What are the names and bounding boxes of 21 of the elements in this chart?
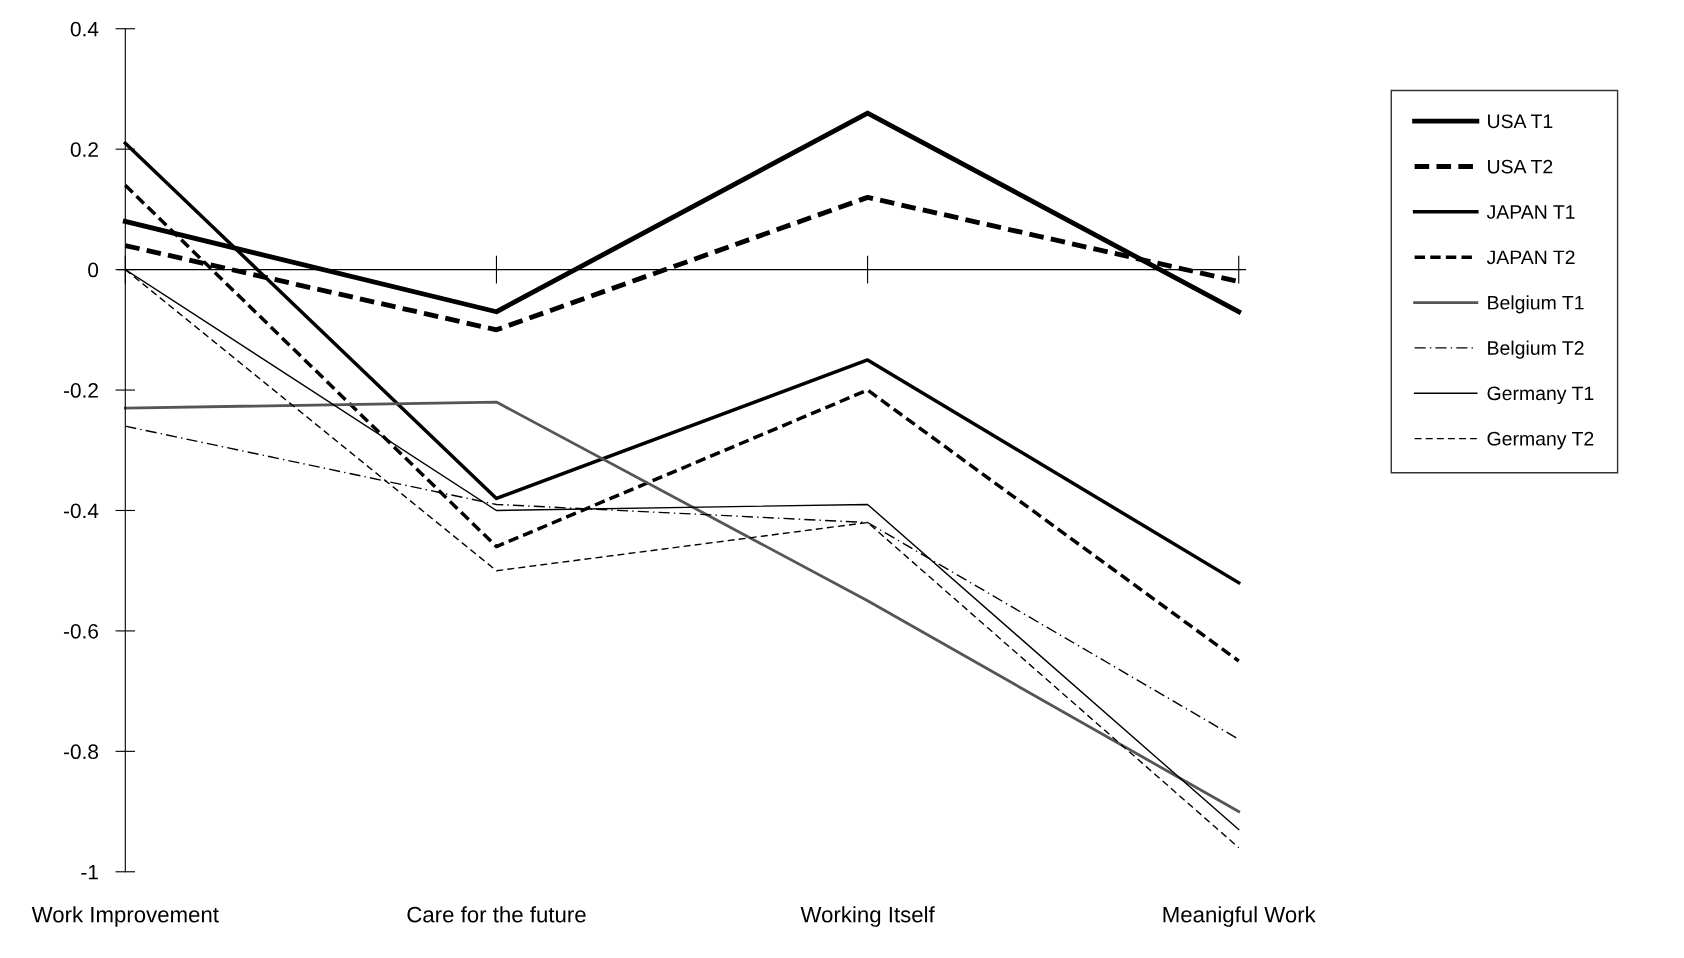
- y-tick-label: -0.4: [63, 503, 99, 519]
- legend-label: JAPAN T2: [1486, 250, 1575, 265]
- y-tick-label: -0.6: [63, 623, 98, 639]
- legend-label: JAPAN T1: [1486, 205, 1575, 219]
- y-tick-label: 0.4: [70, 21, 99, 37]
- x-tick-label: Working Itself: [800, 906, 935, 927]
- legend-label: Germany T1: [1487, 386, 1594, 405]
- legend-label: Germany T2: [1487, 431, 1594, 450]
- line-series: [123, 400, 1241, 813]
- legend-label: Belgium T1: [1488, 295, 1584, 314]
- x-tick-label: Care for the future: [407, 906, 586, 923]
- x-tick-label: Work Improvement: [31, 906, 219, 927]
- y-tick-label: 0.2: [70, 142, 98, 157]
- legend-label: USA T1: [1488, 114, 1553, 129]
- legend-label: USA T2: [1488, 159, 1553, 174]
- y-tick-label: 0: [88, 262, 99, 278]
- y-tick-label: -1: [81, 865, 98, 880]
- legend-label: Belgium T2: [1488, 340, 1584, 359]
- y-tick-label: -0.8: [63, 744, 99, 760]
- y-tick-label: -0.2: [63, 383, 98, 398]
- x-tick-label: Meanigful Work: [1163, 906, 1316, 927]
